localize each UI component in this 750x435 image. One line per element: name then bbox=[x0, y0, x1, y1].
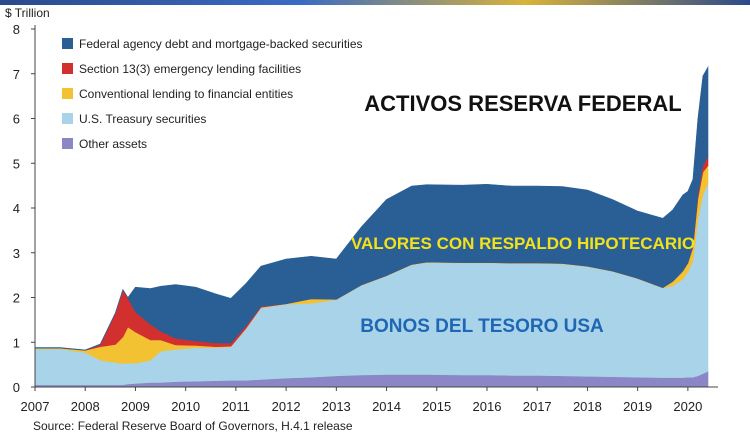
x-tick-label: 2017 bbox=[523, 399, 552, 414]
mbs-annotation: VALORES CON RESPALDO HIPOTECARIO bbox=[351, 234, 695, 253]
legend-swatch-conventional-lending-to-financial-entities bbox=[62, 88, 73, 99]
x-tick-labels: 2007 2008 2009 2010 2011 2012 2013 2014 2015 2016… bbox=[21, 387, 702, 414]
x-tick-label: 2015 bbox=[422, 399, 451, 414]
source-note: Source: Federal Reserve Board of Governo… bbox=[33, 419, 353, 433]
y-tick-label: 4 bbox=[13, 201, 20, 216]
legend-label-section-13-3-emergency-lending-facilities: Section 13(3) emergency lending faciliti… bbox=[79, 62, 301, 76]
legend-label-federal-agency-debt-and-mortgage-backed-securities: Federal agency debt and mortgage-backed … bbox=[79, 37, 363, 51]
x-tick-label: 2014 bbox=[372, 399, 401, 414]
top-decorative-stripe bbox=[0, 0, 750, 5]
legend-label-u-s-treasury-securities: U.S. Treasury securities bbox=[79, 112, 206, 126]
stacked-area-layers bbox=[34, 65, 709, 388]
chart-title: ACTIVOS RESERVA FEDERAL bbox=[364, 91, 681, 116]
x-tick-label: 2008 bbox=[71, 399, 100, 414]
legend-swatch-u-s-treasury-securities bbox=[62, 113, 73, 124]
y-tick-label: 0 bbox=[13, 380, 20, 395]
y-unit-label: $ Trillion bbox=[5, 6, 50, 20]
y-tick-label: 2 bbox=[13, 291, 20, 306]
x-tick-label: 2020 bbox=[673, 399, 702, 414]
y-tick-label: 5 bbox=[13, 156, 20, 171]
y-tick-label: 1 bbox=[13, 335, 20, 350]
legend-swatch-section-13-3-emergency-lending-facilities bbox=[62, 63, 73, 74]
area-federal-agency-debt-and-mortgage-backed-securities bbox=[34, 65, 709, 351]
x-tick-label: 2012 bbox=[272, 399, 301, 414]
x-tick-label: 2013 bbox=[322, 399, 351, 414]
x-tick-label: 2019 bbox=[623, 399, 652, 414]
chart-axes bbox=[34, 25, 718, 388]
legend-label-other-assets: Other assets bbox=[79, 137, 147, 151]
legend-label-conventional-lending-to-financial-entities: Conventional lending to financial entiti… bbox=[79, 87, 293, 101]
y-tick-labels: 0 1 2 3 4 5 6 7 8 bbox=[13, 22, 35, 395]
x-tick-label: 2011 bbox=[222, 399, 250, 414]
x-tick-label: 2009 bbox=[121, 399, 150, 414]
chart-legend: Federal agency debt and mortgage-backed … bbox=[62, 37, 363, 151]
y-tick-label: 3 bbox=[13, 246, 20, 261]
x-tick-label: 2010 bbox=[171, 399, 200, 414]
legend-swatch-other-assets bbox=[62, 138, 73, 149]
legend-swatch-federal-agency-debt-and-mortgage-backed-securities bbox=[62, 38, 73, 49]
y-tick-label: 7 bbox=[13, 67, 20, 82]
x-tick-label: 2016 bbox=[473, 399, 502, 414]
y-tick-label: 8 bbox=[13, 22, 20, 37]
y-tick-label: 6 bbox=[13, 112, 20, 127]
x-tick-label: 2018 bbox=[573, 399, 602, 414]
x-tick-label: 2007 bbox=[21, 399, 50, 414]
treasury-annotation: BONOS DEL TESORO USA bbox=[360, 316, 604, 337]
